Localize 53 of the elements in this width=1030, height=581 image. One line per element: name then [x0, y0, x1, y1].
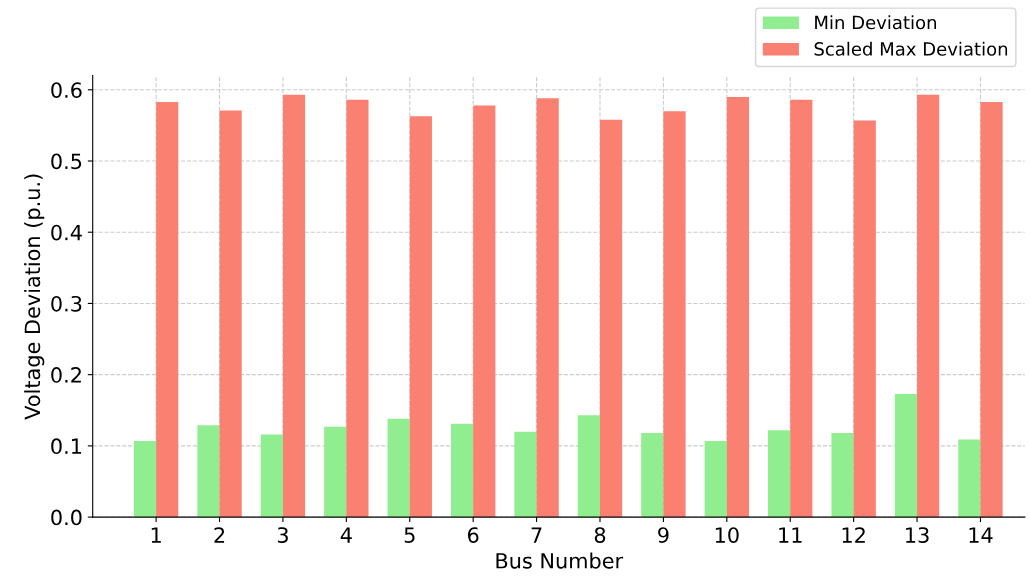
bar — [450, 423, 474, 518]
y-tick-label: 0.5 — [51, 153, 82, 170]
y-tick-label: 0.1 — [51, 438, 82, 455]
bar — [219, 110, 242, 518]
bar — [409, 116, 432, 518]
x-tick-label: 2 — [214, 527, 225, 543]
legend-label: Min Deviation — [815, 15, 936, 30]
bar — [133, 440, 157, 518]
bar — [726, 96, 750, 518]
bar — [156, 101, 179, 518]
x-tick-label: 7 — [531, 527, 542, 543]
x-tick-label: 12 — [842, 527, 865, 543]
bar — [958, 439, 981, 518]
bar — [577, 415, 600, 518]
x-tick-label: 1 — [151, 527, 161, 543]
x-tick-label: 13 — [906, 527, 929, 543]
bar — [980, 101, 1003, 518]
x-tick-label: 6 — [468, 527, 479, 543]
bar — [917, 94, 940, 518]
bar — [514, 431, 537, 518]
bar — [894, 393, 918, 518]
x-tick-label: 11 — [779, 527, 802, 543]
bar — [346, 99, 369, 518]
legend-label: Scaled Max Deviation — [814, 41, 1008, 56]
bar — [282, 94, 306, 518]
bar — [641, 433, 664, 518]
bar — [387, 418, 410, 518]
x-tick-label: 14 — [969, 527, 993, 543]
x-tick-label: 5 — [404, 527, 415, 543]
bar — [197, 425, 220, 518]
bar — [663, 111, 686, 518]
bar — [704, 440, 727, 518]
bar — [853, 120, 876, 518]
x-tick-label: 4 — [340, 527, 352, 543]
bar — [260, 434, 283, 518]
y-tick-label: 0.6 — [51, 82, 82, 98]
y-tick-label: 0.4 — [51, 224, 82, 241]
bar — [536, 98, 559, 518]
bar — [790, 99, 813, 518]
y-tick-label: 0.2 — [51, 367, 81, 383]
x-tick-label: 10 — [715, 527, 739, 543]
y-tick-label: 0.3 — [51, 295, 82, 312]
y-tick-label: 0.0 — [51, 509, 82, 526]
x-tick-label: 9 — [658, 527, 669, 543]
bar — [768, 430, 791, 518]
y-axis-title: Voltage Deviation (p.u.) — [24, 174, 45, 420]
bar — [473, 105, 496, 518]
x-tick-label: 3 — [277, 527, 288, 543]
bar — [831, 433, 854, 518]
bar — [599, 119, 623, 518]
x-axis-title: Bus Number — [496, 552, 624, 569]
bar — [324, 426, 347, 518]
x-tick-label: 8 — [594, 527, 606, 543]
